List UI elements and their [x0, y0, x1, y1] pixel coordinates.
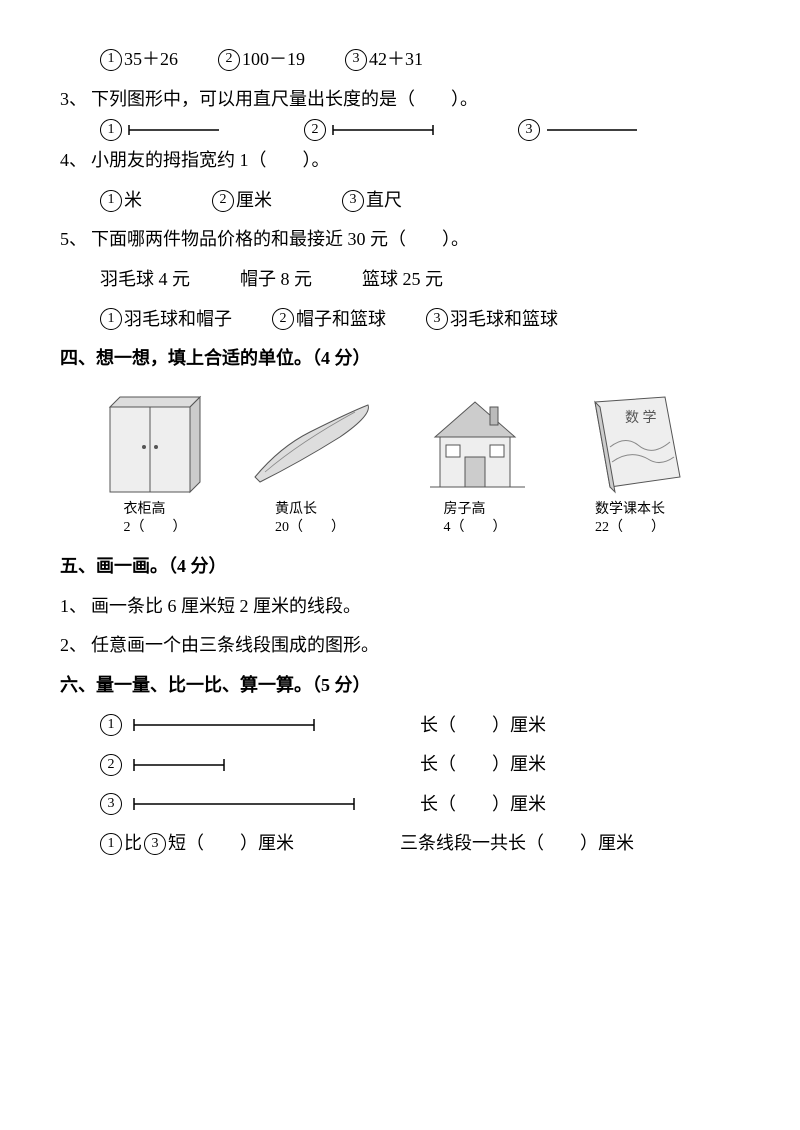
section5-title: 五、画一画。（4 分）: [60, 547, 740, 587]
q2-opt1: 135＋26: [100, 40, 178, 80]
s5-1-num: 1、: [60, 587, 87, 627]
q5-item2: 帽子 8 元: [240, 260, 312, 300]
circled-3: 3: [144, 833, 166, 855]
s5-2-text: 任意画一个由三条线段围成的图形。: [91, 626, 379, 666]
q5-text: 下面哪两件物品价格的和最接近 30 元（ ）。: [91, 220, 469, 260]
book-value: 22（ ）: [595, 520, 665, 535]
q4-options: 1米 2厘米 3直尺: [60, 181, 740, 221]
cucumber-label: 黄瓜长: [275, 502, 317, 517]
q5-opt3: 3羽毛球和篮球: [426, 300, 558, 340]
section6-footer: 1 比 3 短（ ）厘米 三条线段一共长（ ）厘米: [100, 824, 740, 864]
circled-2: 2: [218, 49, 240, 71]
q4: 4、 小朋友的拇指宽约 1（ ）。: [60, 141, 740, 181]
circled-1: 1: [100, 190, 122, 212]
segment-2-icon: [124, 753, 324, 777]
section6-line2-right: 长（ ）厘米: [420, 745, 546, 785]
section6-line3-right: 长（ ）厘米: [420, 785, 546, 825]
circled-2: 2: [100, 754, 122, 776]
svg-text:数 学: 数 学: [625, 410, 657, 426]
line-plain-icon: [542, 120, 642, 140]
cucumber-value: 20（ ）: [275, 520, 345, 535]
wardrobe-icon: [100, 387, 210, 497]
section5-item1: 1、 画一条比 6 厘米短 2 厘米的线段。: [60, 587, 740, 627]
q2-opt2-text: 100－19: [242, 40, 305, 80]
q5-num: 5、: [60, 220, 87, 260]
q5-opt3-text: 羽毛球和篮球: [450, 300, 558, 340]
q5-options: 1羽毛球和帽子 2帽子和篮球 3羽毛球和篮球: [60, 300, 740, 340]
q3: 3、 下列图形中，可以用直尺量出长度的是（ ）。: [60, 80, 740, 120]
q5-opt1-text: 羽毛球和帽子: [124, 300, 232, 340]
circled-1: 1: [100, 714, 122, 736]
q4-opt3: 3直尺: [342, 181, 402, 221]
segment-1-icon: [124, 713, 324, 737]
q5-opt2: 2帽子和篮球: [272, 300, 386, 340]
circled-1: 1: [100, 833, 122, 855]
wardrobe-label: 衣柜高: [124, 502, 166, 517]
q4-opt1-text: 米: [124, 181, 142, 221]
footer-post: 短（ ）厘米: [168, 824, 294, 864]
q5-items: 羽毛球 4 元 帽子 8 元 篮球 25 元: [60, 260, 740, 300]
circled-1: 1: [100, 49, 122, 71]
circled-1: 1: [100, 119, 122, 141]
q5-item1: 羽毛球 4 元: [100, 260, 190, 300]
circled-1: 1: [100, 308, 122, 330]
q4-opt1: 1米: [100, 181, 142, 221]
s5-1-text: 画一条比 6 厘米短 2 厘米的线段。: [91, 587, 361, 627]
q4-text: 小朋友的拇指宽约 1（ ）。: [91, 141, 330, 181]
circled-2: 2: [272, 308, 294, 330]
wardrobe-value: 2（ ）: [124, 520, 187, 535]
item-book: 数 学 数学课本长 22（ ）: [570, 387, 690, 537]
section6-line2: 2 长（ ）厘米: [100, 745, 740, 785]
house-label: 房子高: [444, 502, 486, 517]
book-label: 数学课本长: [595, 502, 665, 517]
q5: 5、 下面哪两件物品价格的和最接近 30 元（ ）。: [60, 220, 740, 260]
footer-pre: 比: [124, 824, 142, 864]
q4-opt2: 2厘米: [212, 181, 272, 221]
circled-3: 3: [342, 190, 364, 212]
house-value: 4（ ）: [444, 520, 507, 535]
q3-text: 下列图形中，可以用直尺量出长度的是（ ）。: [91, 80, 478, 120]
q3-opt3: 3: [518, 119, 642, 141]
section6-title: 六、量一量、比一比、算一算。（5 分）: [60, 666, 740, 706]
book-icon: 数 学: [570, 387, 690, 497]
circled-2: 2: [304, 119, 326, 141]
house-icon: [410, 387, 540, 497]
q2-options: 135＋26 2100－19 342＋31: [60, 40, 740, 80]
q3-opt1: 1: [100, 119, 224, 141]
item-house: 房子高 4（ ）: [410, 387, 540, 537]
q3-opt2: 2: [304, 119, 438, 141]
q2-opt2: 2100－19: [218, 40, 305, 80]
q5-item3: 篮球 25 元: [362, 260, 443, 300]
q2-opt1-text: 35＋26: [124, 40, 178, 80]
q5-opt1: 1羽毛球和帽子: [100, 300, 232, 340]
s5-2-num: 2、: [60, 626, 87, 666]
q5-opt2-text: 帽子和篮球: [296, 300, 386, 340]
q4-opt2-text: 厘米: [236, 181, 272, 221]
circled-3: 3: [426, 308, 448, 330]
segment-3-icon: [124, 792, 364, 816]
circled-3: 3: [518, 119, 540, 141]
item-cucumber: 黄瓜长 20（ ）: [240, 387, 380, 537]
section6-line1-right: 长（ ）厘米: [420, 706, 546, 746]
line-open-icon: [124, 120, 224, 140]
footer-right: 三条线段一共长（ ）厘米: [400, 824, 634, 864]
q3-num: 3、: [60, 80, 87, 120]
q3-options: 1 2 3: [60, 119, 740, 141]
section6-line1: 1 长（ ）厘米: [100, 706, 740, 746]
circled-3: 3: [345, 49, 367, 71]
q2-opt3-text: 42＋31: [369, 40, 423, 80]
section5-item2: 2、 任意画一个由三条线段围成的图形。: [60, 626, 740, 666]
cucumber-icon: [240, 387, 380, 497]
section4-title: 四、想一想，填上合适的单位。（4 分）: [60, 339, 740, 379]
q4-opt3-text: 直尺: [366, 181, 402, 221]
line-segment-icon: [328, 120, 438, 140]
section6-line3: 3 长（ ）厘米: [100, 785, 740, 825]
item-wardrobe: 衣柜高 2（ ）: [100, 387, 210, 537]
circled-2: 2: [212, 190, 234, 212]
section4-items: 衣柜高 2（ ） 黄瓜长 20（ ） 房子高 4（ ） 数 学 数学课本长 22: [100, 387, 740, 537]
q2-opt3: 342＋31: [345, 40, 423, 80]
circled-3: 3: [100, 793, 122, 815]
q4-num: 4、: [60, 141, 87, 181]
